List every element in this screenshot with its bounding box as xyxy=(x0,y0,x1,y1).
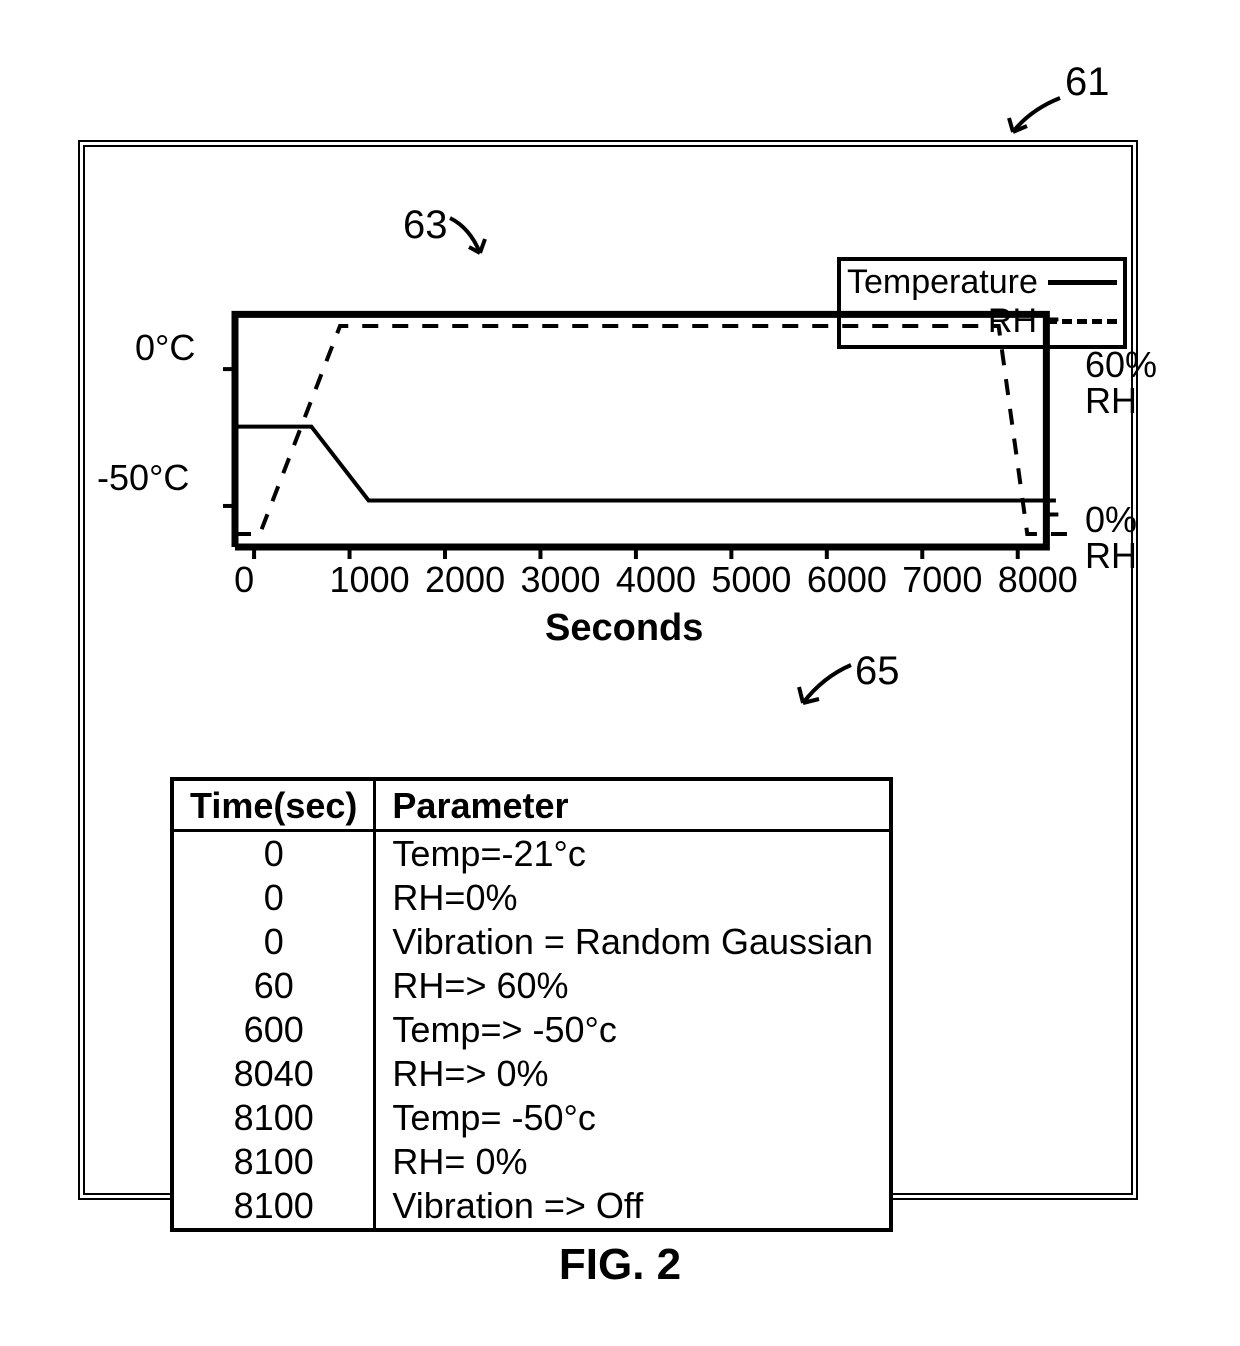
x-tick-8000: 8000 xyxy=(998,559,1078,601)
cell-time: 600 xyxy=(172,1008,375,1052)
cell-parameter: Temp=-21°c xyxy=(375,831,891,877)
col-header-parameter: Parameter xyxy=(375,779,891,831)
outer-frame: 63 Temperature RH 0°C -50°C xyxy=(78,140,1138,1200)
cell-parameter: Vibration => Off xyxy=(375,1184,891,1230)
x-tick-7000: 7000 xyxy=(902,559,982,601)
cell-time: 0 xyxy=(172,876,375,920)
x-tick-6000: 6000 xyxy=(807,559,887,601)
table-row: 0Vibration = Random Gaussian xyxy=(172,920,891,964)
x-tick-0: 0 xyxy=(234,559,254,601)
profile-chart: 63 Temperature RH 0°C -50°C xyxy=(145,267,1145,687)
chart-svg xyxy=(145,267,1145,607)
callout-63-arrow-icon xyxy=(445,213,495,263)
cell-parameter: Temp=> -50°c xyxy=(375,1008,891,1052)
x-tick-4000: 4000 xyxy=(616,559,696,601)
cell-time: 0 xyxy=(172,920,375,964)
figure-caption: FIG. 2 xyxy=(50,1240,1190,1290)
x-tick-1000: 1000 xyxy=(330,559,410,601)
cell-parameter: RH=0% xyxy=(375,876,891,920)
table-row: 600Temp=> -50°c xyxy=(172,1008,891,1052)
x-tick-2000: 2000 xyxy=(425,559,505,601)
col-header-time: Time(sec) xyxy=(172,779,375,831)
table-row: 60RH=> 60% xyxy=(172,964,891,1008)
cell-parameter: Temp= -50°c xyxy=(375,1096,891,1140)
cell-time: 60 xyxy=(172,964,375,1008)
cell-time: 8040 xyxy=(172,1052,375,1096)
table-row: 8100Vibration => Off xyxy=(172,1184,891,1230)
parameter-table: Time(sec) Parameter 0Temp=-21°c0RH=0%0Vi… xyxy=(170,777,893,1232)
cell-time: 8100 xyxy=(172,1140,375,1184)
table-row: 8100RH= 0% xyxy=(172,1140,891,1184)
table-body: 0Temp=-21°c0RH=0%0Vibration = Random Gau… xyxy=(172,831,891,1231)
cell-time: 0 xyxy=(172,831,375,877)
cell-parameter: Vibration = Random Gaussian xyxy=(375,920,891,964)
callout-61-arrow-icon xyxy=(1005,90,1075,140)
x-axis-title: Seconds xyxy=(545,607,703,650)
table-row: 0RH=0% xyxy=(172,876,891,920)
cell-parameter: RH= 0% xyxy=(375,1140,891,1184)
cell-parameter: RH=> 60% xyxy=(375,964,891,1008)
cell-time: 8100 xyxy=(172,1096,375,1140)
table-header-row: Time(sec) Parameter xyxy=(172,779,891,831)
callout-65: 65 xyxy=(855,657,900,702)
table-row: 0Temp=-21°c xyxy=(172,831,891,877)
callout-65-label: 65 xyxy=(855,649,900,693)
table-row: 8100Temp= -50°c xyxy=(172,1096,891,1140)
table-row: 8040RH=> 0% xyxy=(172,1052,891,1096)
x-tick-3000: 3000 xyxy=(520,559,600,601)
x-tick-5000: 5000 xyxy=(711,559,791,601)
callout-63: 63 xyxy=(403,203,448,248)
cell-parameter: RH=> 0% xyxy=(375,1052,891,1096)
callout-65-arrow-icon xyxy=(793,657,863,717)
cell-time: 8100 xyxy=(172,1184,375,1230)
callout-61: 61 xyxy=(1065,60,1110,105)
callout-63-label: 63 xyxy=(403,203,448,247)
figure-canvas: 61 63 Temperature xyxy=(50,40,1190,1300)
